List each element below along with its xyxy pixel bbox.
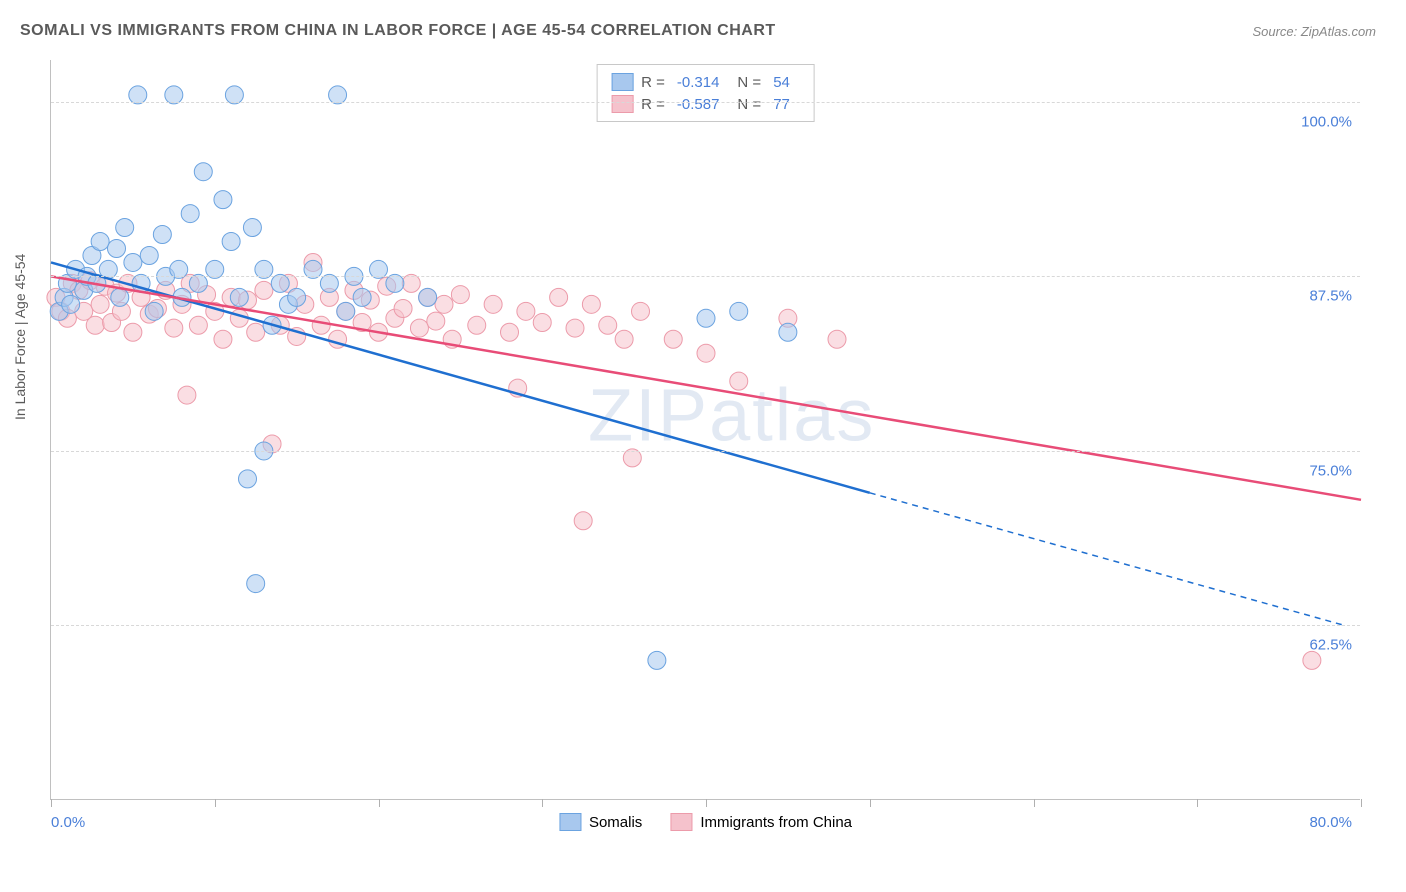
x-axis-min-label: 0.0%	[51, 814, 85, 831]
point-china	[582, 295, 600, 313]
point-china	[828, 330, 846, 348]
point-china	[632, 302, 650, 320]
series-name-pink: Immigrants from China	[700, 814, 852, 831]
x-tick	[1197, 799, 1198, 807]
point-china	[410, 319, 428, 337]
x-tick	[706, 799, 707, 807]
series-legend: Somalis Immigrants from China	[559, 813, 852, 831]
point-china	[189, 316, 207, 334]
legend-item-somalis: Somalis	[559, 813, 642, 831]
point-china	[247, 323, 265, 341]
source-attribution: Source: ZipAtlas.com	[1252, 24, 1376, 39]
gridline	[51, 451, 1360, 452]
point-china	[615, 330, 633, 348]
point-china	[394, 300, 412, 318]
point-somali	[140, 246, 158, 264]
point-china	[468, 316, 486, 334]
x-tick	[1361, 799, 1362, 807]
point-china	[517, 302, 535, 320]
x-tick	[870, 799, 871, 807]
gridline	[51, 625, 1360, 626]
legend-swatch-pink-icon	[670, 813, 692, 831]
point-somali	[62, 295, 80, 313]
point-somali	[419, 288, 437, 306]
point-somali	[243, 219, 261, 237]
trendline-somali-extrapolated	[870, 493, 1345, 626]
legend-item-china: Immigrants from China	[670, 813, 852, 831]
chart-title: SOMALI VS IMMIGRANTS FROM CHINA IN LABOR…	[20, 22, 776, 40]
plot-area: ZIPatlas R = -0.314 N = 54 R = -0.587 N …	[50, 60, 1360, 800]
point-china	[566, 319, 584, 337]
point-somali	[181, 205, 199, 223]
point-china	[86, 316, 104, 334]
point-china	[484, 295, 502, 313]
x-tick	[1034, 799, 1035, 807]
point-china	[451, 286, 469, 304]
point-somali	[247, 575, 265, 593]
point-china	[255, 281, 273, 299]
point-china	[550, 288, 568, 306]
point-china	[697, 344, 715, 362]
point-china	[91, 295, 109, 313]
point-somali	[111, 288, 129, 306]
series-name-blue: Somalis	[589, 814, 642, 831]
point-china	[427, 312, 445, 330]
chart-container: SOMALI VS IMMIGRANTS FROM CHINA IN LABOR…	[0, 0, 1406, 892]
point-somali	[697, 309, 715, 327]
point-somali	[124, 253, 142, 271]
point-somali	[230, 288, 248, 306]
point-somali	[779, 323, 797, 341]
x-tick	[215, 799, 216, 807]
point-china	[533, 313, 551, 331]
point-somali	[91, 233, 109, 251]
point-somali	[648, 651, 666, 669]
point-somali	[337, 302, 355, 320]
point-china	[574, 512, 592, 530]
point-somali	[194, 163, 212, 181]
point-somali	[353, 288, 371, 306]
point-china	[1303, 651, 1321, 669]
point-china	[664, 330, 682, 348]
point-somali	[153, 226, 171, 244]
x-tick	[51, 799, 52, 807]
x-tick	[542, 799, 543, 807]
point-somali	[239, 470, 257, 488]
point-somali	[116, 219, 134, 237]
y-tick-label: 100.0%	[1301, 113, 1352, 130]
point-somali	[145, 302, 163, 320]
y-axis-label: In Labor Force | Age 45-54	[12, 254, 28, 420]
point-somali	[214, 191, 232, 209]
point-china	[178, 386, 196, 404]
x-tick	[379, 799, 380, 807]
point-china	[124, 323, 142, 341]
point-china	[599, 316, 617, 334]
scatter-svg	[51, 60, 1360, 799]
point-somali	[288, 288, 306, 306]
point-china	[501, 323, 519, 341]
gridline	[51, 102, 1360, 103]
point-china	[730, 372, 748, 390]
point-china	[165, 319, 183, 337]
point-somali	[222, 233, 240, 251]
y-tick-label: 62.5%	[1309, 637, 1352, 654]
point-china	[214, 330, 232, 348]
point-china	[312, 316, 330, 334]
gridline	[51, 276, 1360, 277]
point-somali	[730, 302, 748, 320]
x-axis-max-label: 80.0%	[1309, 814, 1352, 831]
y-tick-label: 87.5%	[1309, 288, 1352, 305]
y-tick-label: 75.0%	[1309, 462, 1352, 479]
legend-swatch-blue-icon	[559, 813, 581, 831]
point-somali	[108, 239, 126, 257]
point-china	[435, 295, 453, 313]
